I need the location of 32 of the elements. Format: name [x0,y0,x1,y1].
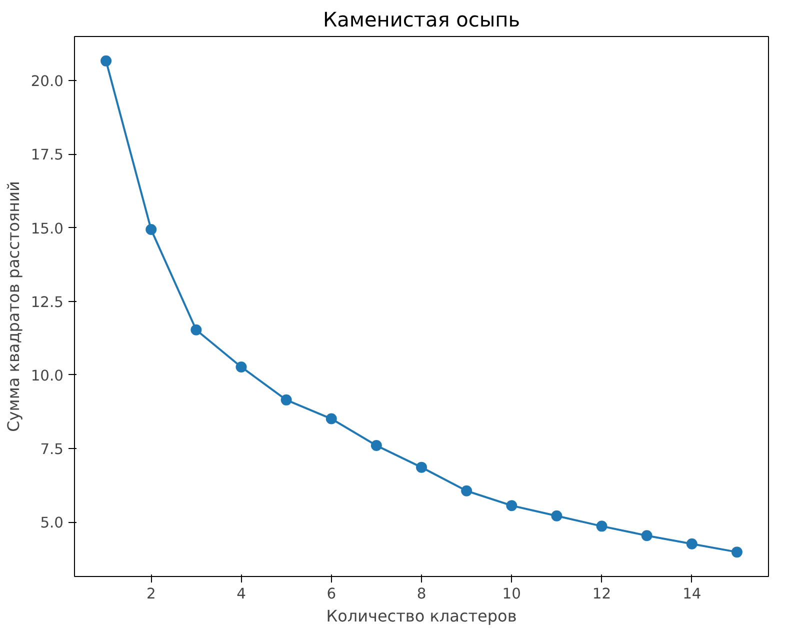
point [416,462,427,473]
point [596,520,608,532]
y-tick-label: 20.0 [30,73,64,90]
y-tick-label: 15.0 [30,220,64,238]
x-axis-title: Количество кластеров [326,606,517,626]
point [280,394,292,406]
point [641,530,652,542]
point [731,546,742,558]
x-tick-label: 12 [592,586,612,602]
chart-title: Каменистая осыпь [322,8,520,32]
x-tick-label: 8 [416,586,426,602]
point [461,485,472,496]
x-tick-label: 14 [682,586,702,602]
point [506,500,518,512]
y-tick-label: 5.0 [40,514,64,532]
point [100,55,112,66]
point [551,510,562,522]
point [236,361,247,372]
point [190,324,202,336]
point [370,440,382,452]
point [326,413,337,424]
x-tick-label: 2 [146,586,156,602]
y-tick-label: 7.5 [40,440,64,458]
y-tick-label: 10.0 [30,367,64,384]
x-tick-label: 4 [236,586,246,602]
y-axis-title: Сумма квадратов расстояний [4,181,23,432]
x-tick-label: 6 [326,586,336,602]
x-tick-label: 10 [502,586,521,602]
y-tick-label: 12.5 [30,294,64,311]
point [686,538,698,550]
y-tick-label: 17.5 [30,146,64,164]
point [146,224,157,236]
